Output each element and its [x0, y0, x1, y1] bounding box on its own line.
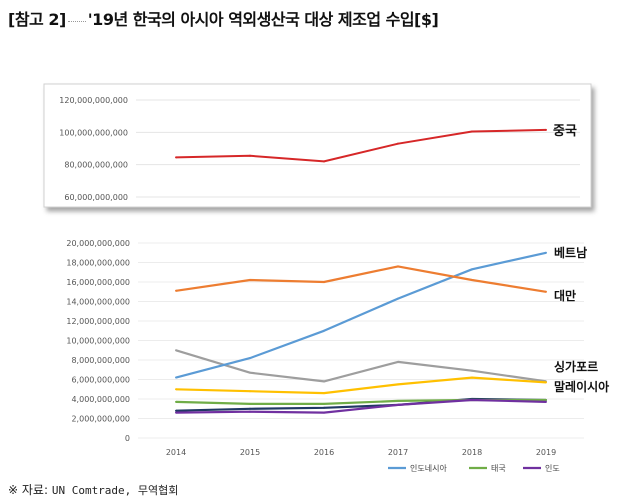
y-tick-label: 12,000,000,000: [66, 317, 130, 326]
y-tick-label: 60,000,000,000: [64, 193, 128, 202]
series-label-베트남: 베트남: [554, 245, 587, 260]
legend: 인도네시아 태국 인도: [388, 463, 560, 473]
series-line-인도네시아: [175, 349, 547, 383]
series-line-인도: [175, 398, 547, 414]
legend-label: 태국: [491, 464, 506, 473]
x-tick-label: 2018: [462, 448, 482, 457]
y-tick-label: 8,000,000,000: [71, 356, 130, 365]
china-chart-frame: [43, 83, 592, 208]
data-point-중국: [545, 128, 547, 131]
x-tick-label: 2014: [166, 448, 186, 457]
y-tick-label: 100,000,000,000: [59, 128, 128, 137]
data-point-말레이시아: [249, 407, 251, 410]
series-label-대만: 대만: [554, 288, 576, 303]
data-point-인도네시아: [397, 360, 399, 363]
y-tick-label: 16,000,000,000: [66, 278, 130, 287]
data-point-싱가포르: [545, 381, 547, 384]
data-point-중국: [471, 130, 473, 133]
data-point-싱가포르: [175, 388, 177, 391]
series-line-중국: [175, 128, 547, 163]
data-point-싱가포르: [471, 376, 473, 379]
page-title: [참고 2] '19년 한국의 아시아 역외생산국 대상 제조업 수입[$]: [8, 6, 439, 30]
data-point-인도: [545, 400, 547, 403]
data-point-태국: [397, 399, 399, 402]
data-point-대만: [249, 279, 251, 282]
source-label: ※ 자료:: [8, 483, 48, 497]
data-point-베트남: [175, 376, 177, 379]
data-point-싱가포르: [249, 390, 251, 393]
data-point-태국: [545, 398, 547, 401]
series-label-말레이시아: 말레이시아: [554, 379, 609, 394]
series-label-싱가포르: 싱가포르: [554, 359, 598, 374]
data-point-베트남: [323, 329, 325, 332]
legend-label: 인도네시아: [410, 463, 447, 473]
data-point-중국: [175, 156, 177, 159]
data-point-인도네시아: [323, 380, 325, 383]
data-point-대만: [397, 265, 399, 268]
x-tick-label: 2015: [240, 448, 260, 457]
china-chart-panel: 120,000,000,000 100,000,000,000 80,000,000…: [43, 83, 592, 208]
data-point-대만: [175, 289, 177, 292]
data-point-인도네시아: [471, 369, 473, 372]
title-main: '19년 한국의 아시아 역외생산국 대상 제조업 수입[$]: [87, 10, 439, 29]
data-point-인도: [397, 403, 399, 406]
data-point-베트남: [249, 357, 251, 360]
data-point-베트남: [545, 251, 547, 254]
y-tick-label: 80,000,000,000: [64, 161, 128, 170]
data-point-인도네시아: [249, 371, 251, 374]
series-line-싱가포르: [175, 376, 547, 395]
y-tick-label: 18,000,000,000: [66, 259, 130, 268]
series-line-대만: [175, 265, 547, 293]
series-label-중국: 중국: [553, 124, 577, 139]
data-point-인도: [175, 411, 177, 414]
data-point-인도네시아: [175, 349, 177, 352]
data-point-중국: [397, 142, 399, 145]
data-point-말레이시아: [175, 409, 177, 412]
x-tick-label: 2019: [536, 448, 556, 457]
y-tick-label: 120,000,000,000: [59, 96, 128, 105]
data-point-싱가포르: [323, 392, 325, 395]
y-tick-label: 20,000,000,000: [66, 239, 130, 248]
data-point-대만: [323, 281, 325, 283]
title-dots: [67, 20, 86, 22]
source-text: UN Comtrade, 무역협회: [51, 484, 179, 497]
source-note: ※ 자료: UN Comtrade, 무역협회: [8, 481, 178, 498]
x-tick-label: 2017: [388, 448, 408, 457]
data-point-베트남: [397, 297, 399, 300]
y-tick-label: 4,000,000,000: [71, 395, 130, 404]
series-line-베트남: [175, 251, 547, 379]
y-tick-label: 14,000,000,000: [66, 298, 130, 307]
data-point-싱가포르: [397, 383, 399, 386]
data-point-태국: [323, 402, 325, 405]
data-point-대만: [471, 279, 473, 282]
legend-label: 인도: [545, 463, 560, 473]
y-tick-label: 6,000,000,000: [71, 376, 130, 385]
data-point-인도: [471, 398, 473, 401]
data-point-말레이시아: [323, 406, 325, 409]
y-tick-label: 10,000,000,000: [66, 337, 130, 346]
y-tick-label: 0: [125, 434, 130, 443]
data-point-베트남: [471, 268, 473, 271]
data-point-인도: [249, 410, 251, 413]
data-point-대만: [545, 290, 547, 293]
y-tick-label: 2,000,000,000: [71, 415, 130, 424]
data-point-인도: [323, 411, 325, 414]
title-prefix: [참고 2]: [8, 10, 66, 29]
asia-chart-panel: 20,000,000,000 18,000,000,000 16,000,000,0…: [66, 239, 609, 473]
data-point-중국: [323, 160, 325, 163]
x-tick-label: 2016: [314, 448, 334, 457]
data-point-중국: [249, 154, 251, 157]
data-point-태국: [175, 400, 177, 403]
data-point-태국: [249, 402, 251, 405]
